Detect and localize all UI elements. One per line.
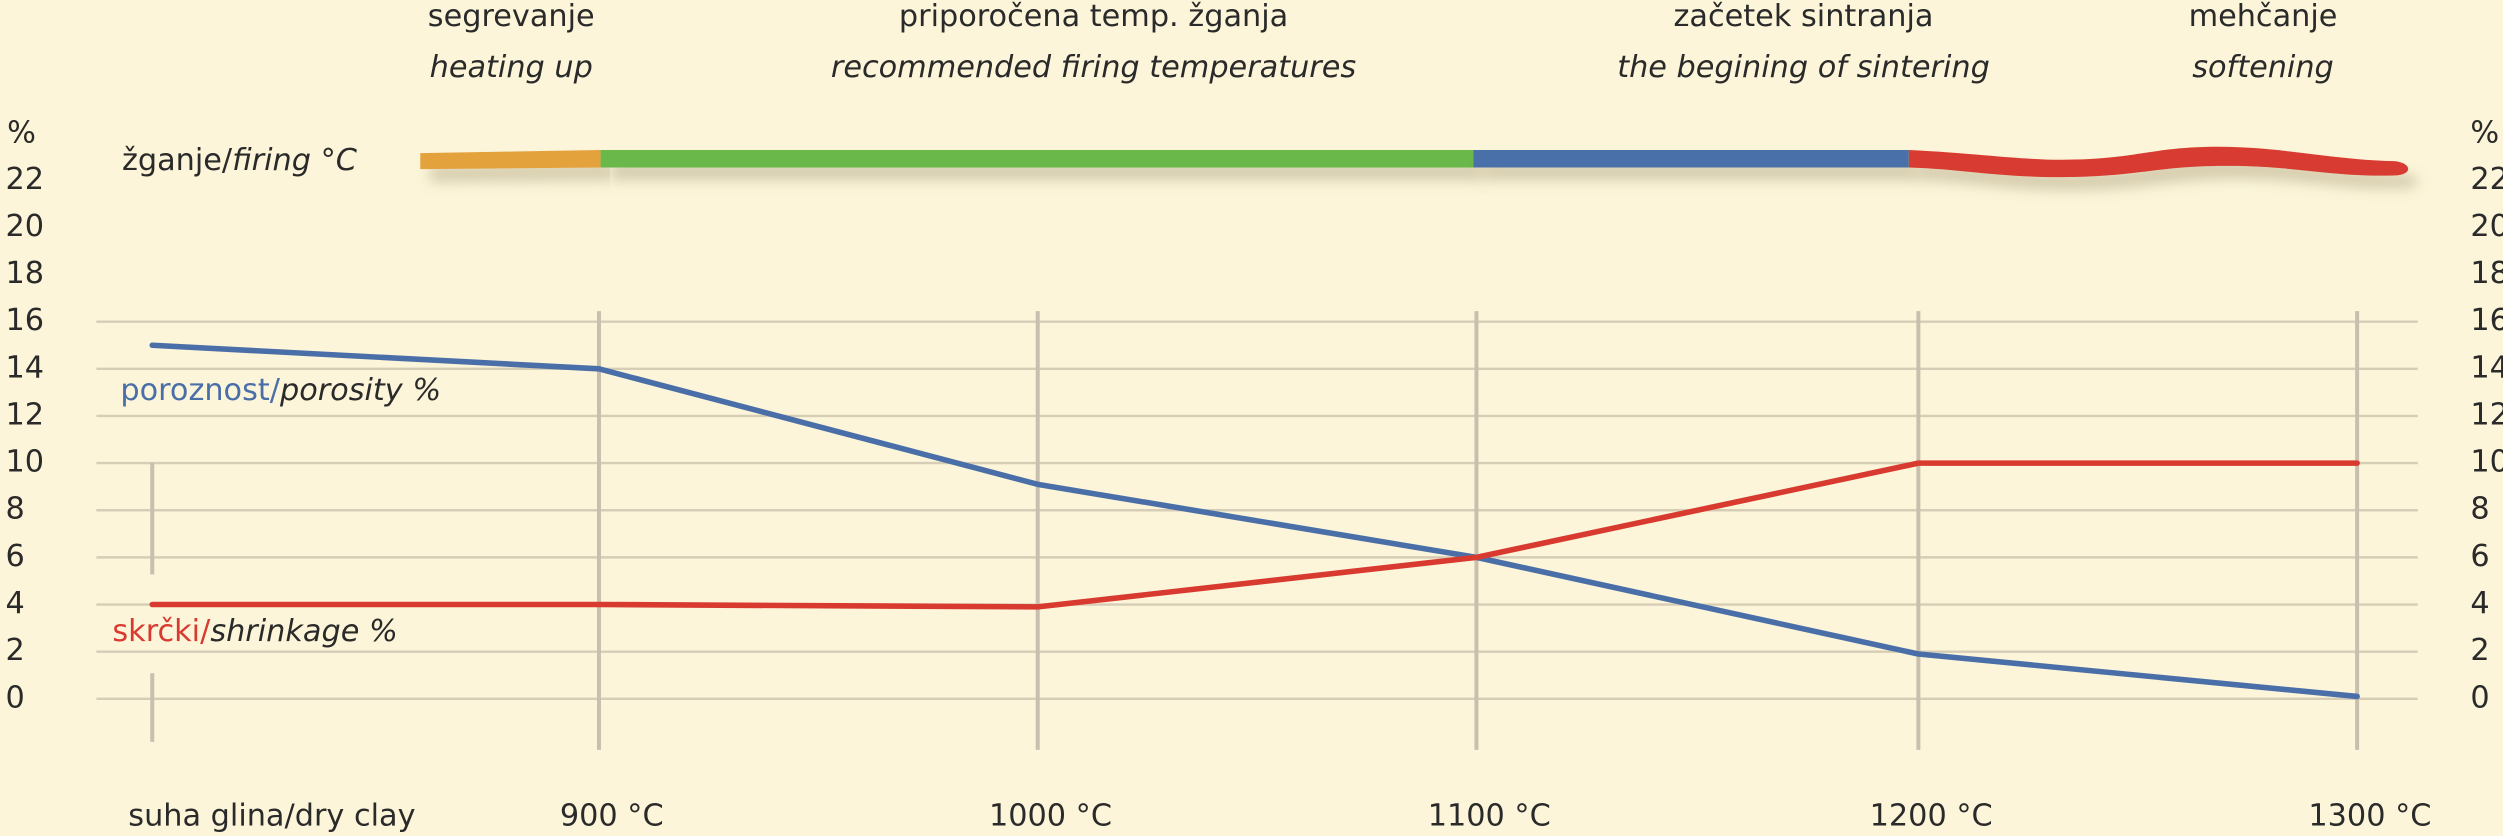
phase-title: priporočena temp. žganja — [899, 0, 1288, 34]
y-tick-label: 6 — [5, 539, 24, 574]
firing-bar — [420, 149, 601, 170]
y-tick-label: 14 — [5, 350, 44, 385]
x-tick-label: 900 °C — [560, 798, 664, 833]
series-label: poroznost/porosity % — [120, 372, 441, 407]
y-tick-label-right: 18 — [2470, 256, 2503, 291]
series-line — [149, 460, 2360, 610]
y-tick-label: 12 — [5, 397, 44, 432]
y-tick-label: 4 — [5, 586, 24, 621]
series-label-sl: poroznost/ — [120, 372, 280, 407]
x-tick-label: suha glina/dry clay — [128, 798, 415, 833]
y-tick-label: 10 — [5, 445, 44, 480]
y-tick-label-right: 2 — [2470, 633, 2489, 668]
x-tick-label: 1100 °C — [1428, 798, 1551, 833]
phase-title-en: recommended firing temperatures — [831, 50, 1356, 85]
firing-label-en: firing °C — [232, 143, 358, 178]
y-tick-label: 2 — [5, 633, 24, 668]
firing-bar — [1473, 149, 1909, 168]
phase-title: začetek sintranja — [1674, 0, 1934, 34]
y-tick-label-right: 6 — [2470, 539, 2489, 574]
y-tick-label: 22 — [5, 162, 44, 197]
series-label-en: shrinkage % — [210, 613, 397, 648]
firing-bar — [1908, 146, 2409, 178]
firing-label-sl: žganje/ — [122, 143, 233, 178]
series-label: skrčki/shrinkage % — [112, 613, 397, 648]
phase-title-en: the begining of sintering — [1617, 50, 1990, 85]
y-tick-label: 0 — [5, 680, 24, 715]
y-axis-label-right: % — [2470, 116, 2499, 151]
y-tick-label: 8 — [5, 492, 24, 527]
x-tick-label: 1200 °C — [1870, 798, 1993, 833]
x-tick-label: 1000 °C — [989, 798, 1112, 833]
phase-title-en: softening — [2192, 50, 2334, 85]
y-tick-label-right: 4 — [2470, 586, 2489, 621]
series-label-en: porosity % — [279, 372, 441, 407]
y-tick-label: 16 — [5, 303, 44, 338]
y-tick-label-right: 22 — [2470, 162, 2503, 197]
y-tick-label-right: 14 — [2470, 350, 2503, 385]
y-tick-label: 20 — [5, 209, 44, 244]
y-axis-label: % — [7, 116, 36, 151]
firing-bar — [600, 149, 1474, 168]
y-tick-label: 18 — [5, 256, 44, 291]
y-tick-label-right: 16 — [2470, 303, 2503, 338]
phase-title: segrevanje — [428, 0, 595, 34]
phase-title-en: heating up — [430, 50, 593, 85]
y-tick-label-right: 10 — [2470, 445, 2503, 480]
phase-title: mehčanje — [2189, 0, 2338, 34]
y-tick-label-right: 0 — [2470, 680, 2489, 715]
y-tick-label-right: 8 — [2470, 492, 2489, 527]
y-tick-label-right: 12 — [2470, 397, 2503, 432]
x-tick-label: 1300 °C — [2308, 798, 2431, 833]
series-label-sl: skrčki/ — [112, 613, 211, 648]
series-line — [149, 342, 2360, 700]
firing-label: žganje/firing °C — [122, 143, 358, 178]
y-tick-label-right: 20 — [2470, 209, 2503, 244]
